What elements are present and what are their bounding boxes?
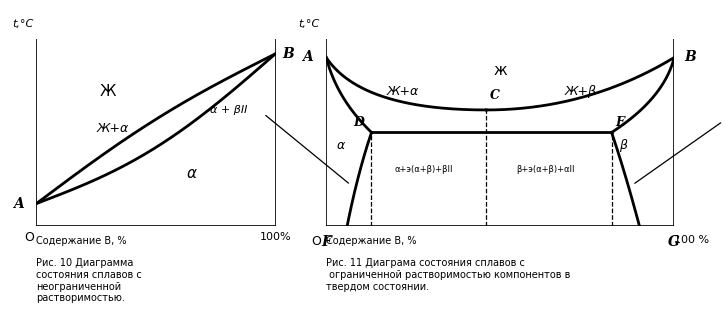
Text: ж: ж bbox=[494, 63, 507, 78]
Text: C: C bbox=[490, 89, 500, 102]
Text: Ж+β: Ж+β bbox=[564, 85, 596, 98]
Text: О: О bbox=[311, 235, 320, 248]
Text: Ж+α: Ж+α bbox=[96, 122, 129, 135]
Text: α+э(α+β)+βΙΙ: α+э(α+β)+βΙΙ bbox=[394, 165, 453, 174]
Text: 100%: 100% bbox=[260, 232, 291, 242]
Text: t,°C: t,°C bbox=[12, 19, 33, 29]
Text: Рис. 10 Диаграмма
состояния сплавов с
неограниченной
растворимостью.: Рис. 10 Диаграмма состояния сплавов с не… bbox=[36, 258, 142, 303]
Text: α: α bbox=[336, 139, 345, 152]
Text: β: β bbox=[618, 139, 626, 152]
Text: D: D bbox=[354, 116, 365, 129]
Text: t,°C: t,°C bbox=[299, 19, 320, 29]
Text: B: B bbox=[283, 47, 294, 61]
Text: A: A bbox=[14, 197, 25, 211]
Text: E: E bbox=[615, 116, 625, 129]
Text: Ж+α: Ж+α bbox=[386, 85, 419, 98]
Text: G: G bbox=[668, 235, 680, 249]
Text: Рис. 11 Диаграма состояния сплавов с
 ограниченной растворимостью компонентов в
: Рис. 11 Диаграма состояния сплавов с огр… bbox=[326, 258, 571, 292]
Text: α: α bbox=[187, 166, 196, 181]
Text: β+э(α+β)+αΙΙ: β+э(α+β)+αΙΙ bbox=[516, 165, 575, 174]
Text: F: F bbox=[321, 235, 331, 249]
Text: Содержание В, %: Содержание В, % bbox=[36, 236, 127, 246]
Text: A: A bbox=[302, 50, 312, 65]
Text: О: О bbox=[24, 231, 34, 244]
Text: α + βΙΙ: α + βΙΙ bbox=[210, 105, 247, 115]
Text: Ж: Ж bbox=[100, 84, 116, 99]
Text: 100 %: 100 % bbox=[674, 235, 709, 245]
Text: Содержание В, %: Содержание В, % bbox=[326, 236, 417, 246]
Text: B: B bbox=[684, 50, 697, 65]
